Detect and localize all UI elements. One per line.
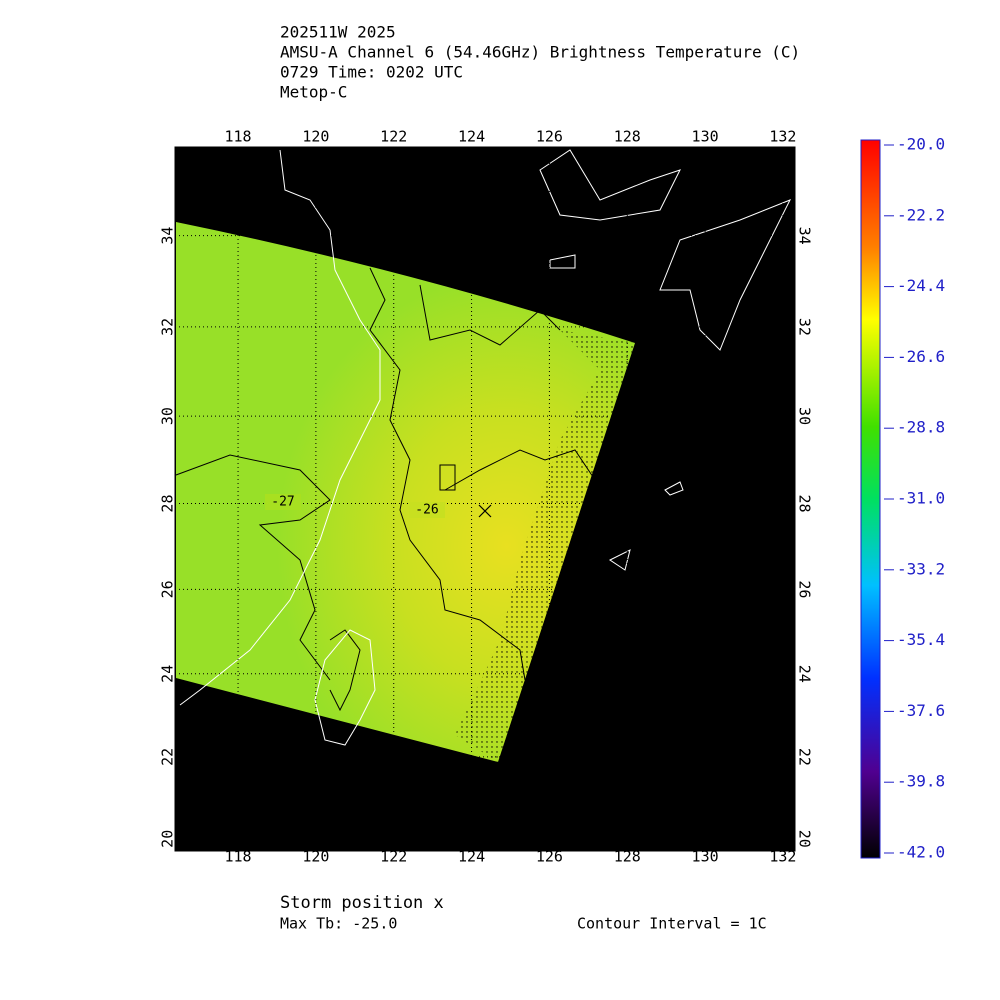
lat-tick-label: 34 [796, 227, 814, 245]
lat-tick-label: 22 [796, 748, 814, 766]
storm-label: Storm position x [280, 893, 444, 913]
lat-tick-label: 30 [796, 407, 814, 425]
lon-tick-label: 126 [536, 848, 563, 866]
contour-label-bg [265, 494, 301, 510]
contour-label: -27 [271, 495, 294, 510]
max-tb: Max Tb: -25.0 [280, 915, 397, 933]
lon-tick-label: 122 [380, 128, 407, 146]
lon-tick-label: 118 [225, 848, 252, 866]
hatched-region [455, 330, 635, 762]
lat-tick-label: 26 [159, 580, 177, 598]
colorbar-tick-label: -42.0 [897, 843, 945, 862]
contour-label: -26 [415, 503, 438, 518]
lon-tick-label: 120 [302, 848, 329, 866]
lon-tick-label: 132 [769, 128, 796, 146]
colorbar-ticks: -20.0 -22.2 -24.4 -26.6 -28.8 -31.0 -33.2 -35.4… [884, 135, 945, 862]
header-line: AMSU-A Channel 6 (54.46GHz) Brightness T… [280, 43, 800, 62]
lat-tick-label: 32 [159, 318, 177, 336]
colorbar [860, 139, 881, 859]
lon-tick-label: 118 [225, 128, 252, 146]
lat-tick-label: 34 [159, 227, 177, 245]
contours [175, 267, 596, 712]
lon-tick-label: 120 [302, 128, 329, 146]
lon-tick-label: 130 [692, 848, 719, 866]
lon-tick-label: 128 [614, 848, 641, 866]
colorbar-tick-label: -35.4 [897, 630, 945, 649]
lon-tick-label: 132 [769, 848, 796, 866]
lat-tick-label: 28 [159, 495, 177, 513]
lat-tick-label: 30 [159, 407, 177, 425]
colorbar-tick-label: -37.6 [897, 701, 945, 720]
lat-tick-label: 24 [796, 665, 814, 683]
lat-tick-label: 22 [159, 748, 177, 766]
header-line: Metop-C [280, 83, 347, 102]
colorbar-tick-label: -28.8 [897, 418, 945, 437]
lat-tick-label: 20 [796, 830, 814, 848]
lat-tick-label: 32 [796, 318, 814, 336]
lon-tick-label: 128 [614, 128, 641, 146]
colorbar-tick-label: -31.0 [897, 489, 945, 508]
colorbar-tick-label: -33.2 [897, 559, 945, 578]
grid: 118 118 120 120 122 122 124 124 126 126 128 128 130 1… [159, 128, 814, 866]
colorbar-tick-label: -22.2 [897, 205, 945, 224]
lat-tick-label: 26 [796, 580, 814, 598]
lon-tick-label: 130 [692, 128, 719, 146]
map-frame [174, 146, 796, 852]
coastlines [179, 149, 792, 746]
contour-label-bg [409, 502, 445, 518]
lon-tick-label: 124 [458, 128, 485, 146]
header-line: 202511W 2025 [280, 23, 396, 42]
colorbar-tick-label: -20.0 [897, 135, 945, 154]
lat-tick-label: 28 [796, 495, 814, 513]
lon-tick-label: 124 [458, 848, 485, 866]
header-line: 0729 Time: 0202 UTC [280, 63, 463, 82]
lon-tick-label: 122 [380, 848, 407, 866]
lat-tick-label: 24 [159, 665, 177, 683]
contour-interval: Contour Interval = 1C [577, 915, 767, 933]
colorbar-tick-label: -26.6 [897, 347, 945, 366]
lat-tick-label: 20 [159, 830, 177, 848]
storm-marker [478, 504, 492, 518]
colorbar-tick-label: -24.4 [897, 276, 945, 295]
lon-tick-label: 126 [536, 128, 563, 146]
colorbar-tick-label: -39.8 [897, 772, 945, 791]
